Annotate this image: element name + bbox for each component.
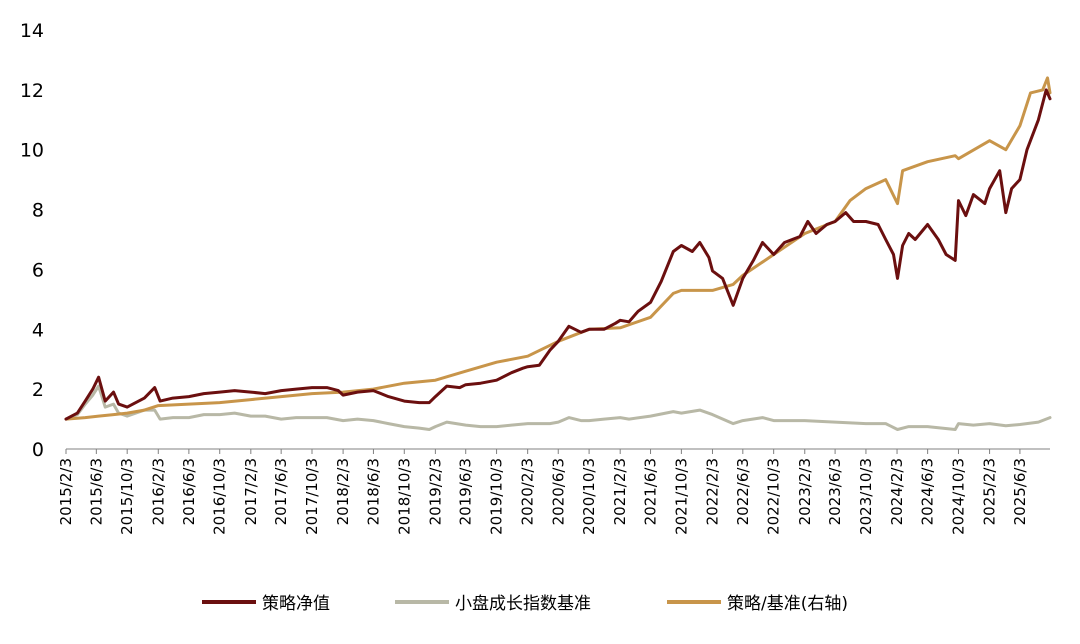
x-tick-label: 2016/10/3	[211, 458, 229, 535]
y-tick-label: 12	[20, 80, 44, 102]
x-tick-label: 2022/10/3	[765, 458, 783, 535]
x-tick-label: 2023/10/3	[857, 458, 875, 535]
legend-label: 策略/基准(右轴)	[727, 594, 848, 614]
y-axis: 0 2 4 6 8 10 12 14	[20, 20, 44, 461]
y-tick-label: 8	[32, 200, 44, 222]
x-tick-label: 2024/6/3	[919, 458, 937, 525]
x-tick-label: 2022/6/3	[734, 458, 752, 525]
x-tick-label: 2024/2/3	[888, 458, 906, 525]
x-tick-label: 2018/6/3	[364, 458, 382, 525]
x-tick-label: 2020/2/3	[519, 458, 537, 525]
x-axis: 2015/2/3 2015/6/3 2015/10/3 2016/2/3 2016/6/…	[57, 448, 1050, 535]
x-tick-label: 2024/10/3	[949, 458, 967, 535]
x-tick-label: 2016/2/3	[149, 458, 167, 525]
y-tick-label: 6	[32, 259, 44, 281]
x-tick-label: 2017/10/3	[303, 458, 321, 535]
x-tick-label: 2019/2/3	[426, 458, 444, 525]
legend-label: 策略净值	[262, 594, 330, 614]
y-tick-label: 2	[32, 379, 44, 401]
series-line-0	[64, 88, 1052, 421]
y-tick-label: 4	[32, 319, 44, 341]
x-tick-label: 2020/10/3	[580, 458, 598, 535]
x-tick-label: 2015/2/3	[57, 458, 75, 525]
y-tick-label: 10	[20, 140, 44, 162]
y-tick-label: 0	[32, 439, 44, 461]
x-tick-label: 2023/6/3	[826, 458, 844, 525]
x-tick-label: 2018/2/3	[334, 458, 352, 525]
y-tick-label: 14	[20, 20, 44, 42]
x-tick-label: 2025/6/3	[1011, 458, 1029, 525]
x-tick-label: 2015/10/3	[118, 458, 136, 535]
x-tick-label: 2017/6/3	[272, 458, 290, 525]
x-tick-label: 2017/2/3	[242, 458, 260, 525]
x-tick-label: 2023/2/3	[796, 458, 814, 525]
x-tick-label: 2019/10/3	[488, 458, 506, 535]
legend: 策略净值 小盘成长指数基准 策略/基准(右轴)	[202, 594, 848, 614]
series-line-1	[64, 384, 1052, 431]
x-tick-label: 2021/6/3	[642, 458, 660, 525]
x-tick-label: 2020/6/3	[549, 458, 567, 525]
series-layer	[64, 76, 1052, 431]
x-tick-label: 2016/6/3	[180, 458, 198, 525]
x-tick-label: 2019/6/3	[457, 458, 475, 525]
x-tick-label: 2022/2/3	[703, 458, 721, 525]
series-line-2	[64, 76, 1052, 421]
x-tick-label: 2021/2/3	[611, 458, 629, 525]
legend-label: 小盘成长指数基准	[455, 594, 591, 614]
x-tick-label: 2018/10/3	[395, 458, 413, 535]
x-tick-label: 2015/6/3	[87, 458, 105, 525]
x-tick-label: 2025/2/3	[981, 458, 999, 525]
x-tick-label: 2021/10/3	[672, 458, 690, 535]
